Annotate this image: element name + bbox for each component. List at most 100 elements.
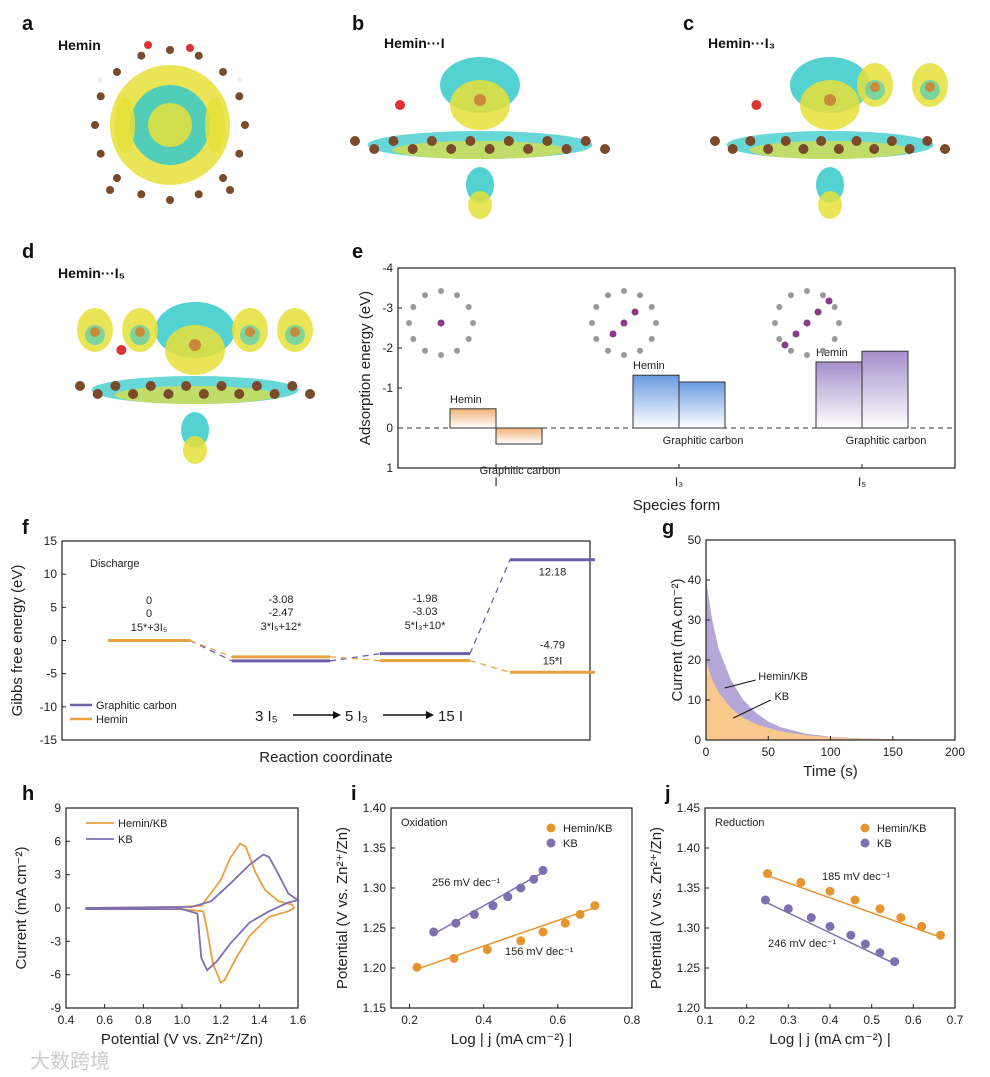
atom xyxy=(110,381,121,391)
isosurface-yellow xyxy=(183,436,207,464)
atom xyxy=(97,77,103,83)
x-tick-label: 200 xyxy=(945,745,965,759)
bar-hemin xyxy=(449,408,497,429)
state-label: 15*I xyxy=(543,655,563,667)
legend-label: Hemin/KB xyxy=(118,818,168,830)
data-point xyxy=(896,913,906,923)
y-tick-label: 30 xyxy=(688,613,702,627)
y-tick-label: 1.40 xyxy=(677,841,701,855)
atom xyxy=(137,51,146,60)
atom xyxy=(833,144,844,154)
y-tick-label: -3 xyxy=(382,301,393,315)
atom xyxy=(710,136,720,146)
value-label: -3.08 xyxy=(268,594,293,606)
x-tick-label: 1.4 xyxy=(251,1013,268,1027)
area-kb xyxy=(706,660,955,740)
chart-j: j 1.45 1.40 1.35 1.30 1.25 1.200.1 0.2 0.3 0.4 0.5… xyxy=(648,783,964,1048)
data-point xyxy=(412,962,422,972)
bar-graphitic-carbon xyxy=(861,350,909,429)
iodine-atom xyxy=(781,341,789,349)
atom xyxy=(144,41,152,49)
atom xyxy=(589,320,595,326)
y-axis-label: Current (mA cm⁻²) xyxy=(13,847,30,970)
chart-g: g 0 10 20 30 40 50 0 50 100 150 200 Time (s) Current … xyxy=(662,517,965,780)
value-label: -2.47 xyxy=(268,607,293,619)
atom xyxy=(194,51,203,60)
atom xyxy=(96,92,105,101)
atom xyxy=(438,288,444,294)
bar-label-graphitic-carbon: Graphitic carbon xyxy=(846,435,927,447)
pathway-species: 3 I₅ xyxy=(255,708,278,725)
isosurface-yellow xyxy=(114,386,276,404)
arrow-head-icon xyxy=(333,711,341,719)
pathway-species: 15 I xyxy=(438,708,463,725)
y-tick-label: -10 xyxy=(40,700,58,714)
data-point xyxy=(796,877,806,887)
atom xyxy=(474,94,486,106)
y-axis-label: Adsorption energy (eV) xyxy=(357,291,374,445)
atom xyxy=(128,389,139,399)
atom xyxy=(940,144,950,154)
atom xyxy=(925,82,935,92)
x-tick-label: 0.8 xyxy=(135,1013,152,1027)
legend-label: KB xyxy=(563,838,578,850)
atom xyxy=(241,121,249,129)
atom xyxy=(235,149,244,158)
iodine-atom xyxy=(609,330,617,338)
atom xyxy=(886,136,897,146)
y-axis-label: Potential (V vs. Zn²⁺/Zn) xyxy=(648,827,665,989)
legend-label: Graphitic carbon xyxy=(96,700,177,712)
iodine-atom xyxy=(814,308,822,316)
annotation-arrow xyxy=(733,699,771,719)
legend-label: Hemin/KB xyxy=(877,823,927,835)
y-tick-label: 1.45 xyxy=(677,801,701,815)
molecule-panel-a: a Hemin xyxy=(22,13,249,204)
legend-marker xyxy=(860,823,870,833)
atom xyxy=(751,100,762,110)
legend-marker xyxy=(860,838,870,848)
x-axis-label: Time (s) xyxy=(803,763,857,780)
atom xyxy=(91,121,99,129)
y-tick-label: -5 xyxy=(46,667,57,681)
panel-title: Hemin···I₃ xyxy=(708,35,775,51)
transition-line xyxy=(469,559,511,654)
value-label: 0 xyxy=(146,595,152,607)
atom xyxy=(653,320,659,326)
data-point xyxy=(875,904,885,914)
atom xyxy=(234,389,245,399)
isosurface-yellow xyxy=(818,191,842,219)
x-tick-label: 1.0 xyxy=(174,1013,191,1027)
atom xyxy=(438,352,444,358)
y-tick-label: 3 xyxy=(54,868,61,882)
atom xyxy=(454,347,460,354)
value-label: 12.18 xyxy=(539,567,567,579)
x-axis-label: Species form xyxy=(633,497,721,514)
state-label: 15*+3I₅ xyxy=(131,622,168,634)
y-tick-label: -4 xyxy=(382,261,393,275)
atom xyxy=(96,149,105,158)
bar-graphitic-carbon xyxy=(678,381,726,429)
isosurface-yellow xyxy=(148,103,192,147)
atom xyxy=(831,304,838,310)
atom xyxy=(804,288,810,294)
atom xyxy=(648,336,655,342)
value-label: -3.03 xyxy=(412,606,437,618)
atom xyxy=(116,345,127,355)
atom xyxy=(407,144,418,154)
atom xyxy=(194,190,203,199)
y-tick-label: 15 xyxy=(44,534,58,548)
data-point xyxy=(503,892,513,902)
atom xyxy=(820,347,826,354)
iodine-atom xyxy=(631,308,639,316)
data-point xyxy=(763,869,772,879)
y-tick-label: -15 xyxy=(40,733,58,747)
panel-letter: c xyxy=(683,13,694,35)
atom xyxy=(831,336,838,342)
atom xyxy=(395,100,405,110)
legend-marker xyxy=(546,838,556,848)
plot-frame xyxy=(390,807,633,1009)
x-tick-label: I₅ xyxy=(858,475,866,489)
atom xyxy=(804,352,810,358)
data-point xyxy=(917,921,927,931)
data-point xyxy=(760,895,770,905)
